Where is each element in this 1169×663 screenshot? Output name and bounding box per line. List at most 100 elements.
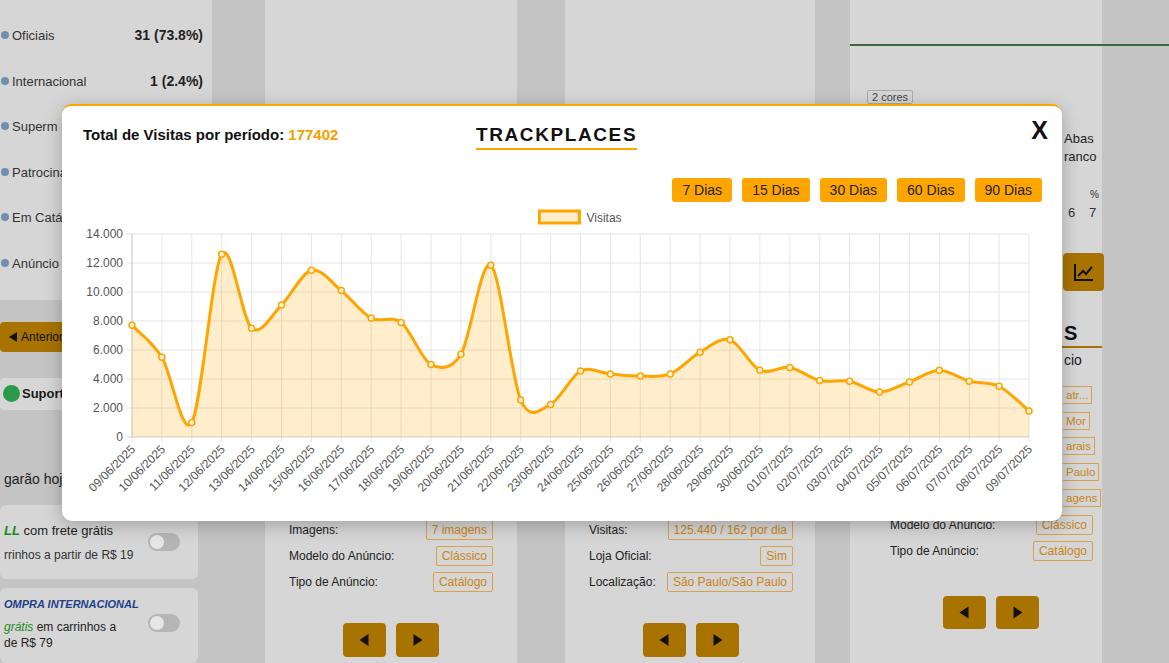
tag: agens [1063, 489, 1101, 507]
sidebar-value: 1 (2.4%) [150, 73, 203, 89]
point [637, 373, 643, 379]
support-label: Suport [22, 386, 64, 401]
field-label: Localização: [589, 575, 656, 589]
arrow-icon [696, 623, 739, 657]
point [219, 251, 225, 257]
chart-button[interactable] [1063, 253, 1104, 291]
tag: Paulo [1063, 463, 1099, 481]
period-buttons: 7 Dias 15 Dias 30 Dias 60 Dias 90 Dias [672, 178, 1042, 202]
field-value: Catálogo [433, 572, 493, 592]
y-tick-label: 6.000 [93, 343, 123, 357]
brand-logo: TRACKPLACES [476, 124, 637, 150]
chart: 02.0004.0006.0008.00010.00012.00014.0000… [62, 106, 1062, 521]
period-button[interactable]: 15 Dias [742, 178, 809, 202]
card-heading: S [1064, 322, 1077, 345]
y-grid-line [127, 321, 1029, 322]
nav-button[interactable] [643, 623, 686, 657]
card-subheading: cio [1064, 352, 1082, 368]
arrow-icon [643, 623, 686, 657]
sidebar-label: Anúncio [12, 256, 59, 271]
arrow [714, 634, 723, 646]
sidebar-icon [1, 31, 9, 39]
period-button[interactable]: 60 Dias [897, 178, 964, 202]
nav-button[interactable] [943, 596, 986, 629]
field-label: Loja Oficial: [589, 549, 652, 563]
toggle[interactable] [148, 614, 180, 632]
heading-underline [1062, 346, 1102, 348]
arrow [9, 332, 17, 342]
free-shipping-detail: rrinhos a partir de R$ 19 [4, 548, 133, 562]
field-label: Tipo de Anúncio: [289, 575, 378, 589]
tag: arais [1063, 437, 1095, 455]
point [906, 379, 912, 385]
period-button[interactable]: 7 Dias [672, 178, 732, 202]
sidebar-value: 31 (73.8%) [135, 27, 203, 43]
stat-value: 6 [1068, 205, 1075, 220]
icon-line [1078, 267, 1092, 276]
color-tag: 2 cores [867, 90, 913, 104]
title-text: Total de Visitas por período: [83, 126, 284, 143]
delivery-label: garão hoje [4, 471, 70, 487]
point [249, 325, 255, 331]
point [308, 267, 314, 273]
y-grid-line [127, 234, 1029, 235]
icon-axis [1075, 264, 1093, 280]
sidebar-icon [1, 168, 9, 176]
arrow-icon [343, 623, 386, 657]
international-detail: de R$ 79 [4, 636, 53, 650]
arrow [414, 634, 423, 646]
point [458, 351, 464, 357]
markers [129, 251, 1032, 425]
point [817, 377, 823, 383]
modal-title: Total de Visitas por período: 177402 [83, 126, 338, 143]
point [398, 319, 404, 325]
field-label: Imagens: [289, 523, 338, 537]
period-button[interactable]: 90 Dias [975, 178, 1042, 202]
y-grid-line [127, 263, 1029, 264]
field-value: Catálogo [1033, 541, 1093, 561]
y-tick-label: 2.000 [93, 401, 123, 415]
point [697, 349, 703, 355]
point [757, 367, 763, 373]
field-value: Sim [760, 546, 793, 566]
field-label: Visitas: [589, 523, 627, 537]
international-panel: OMPRA INTERNACIONALgrátis em carrinhos a… [0, 588, 198, 663]
point [338, 288, 344, 294]
arrow-icon [7, 331, 19, 343]
card-title: Abas [1064, 131, 1094, 146]
point [368, 315, 374, 321]
point [129, 322, 135, 328]
nav-button[interactable] [343, 623, 386, 657]
tag: atr... [1063, 386, 1092, 404]
legend-swatch [539, 211, 579, 223]
nav-button[interactable] [696, 623, 739, 657]
period-button[interactable]: 30 Dias [820, 178, 887, 202]
sidebar-label: Superm [12, 119, 58, 134]
sidebar-icon [1, 259, 9, 267]
y-tick-label: 4.000 [93, 372, 123, 386]
toggle[interactable] [148, 533, 180, 551]
nav-button[interactable] [396, 623, 439, 657]
close-button[interactable]: X [1031, 116, 1048, 145]
arrow-icon [396, 623, 439, 657]
legend: Visitas [539, 211, 621, 225]
point [578, 368, 584, 374]
tag: Mor [1063, 412, 1090, 430]
arrow-icon [996, 596, 1039, 629]
international-title: OMPRA INTERNACIONAL [4, 598, 139, 610]
arrow [960, 607, 969, 619]
sidebar-icon [1, 122, 9, 130]
arrow-icon [943, 596, 986, 629]
area [132, 252, 1029, 437]
y-tick-label: 0 [116, 430, 123, 444]
point [488, 262, 494, 268]
line [132, 252, 1029, 425]
nav-button[interactable] [996, 596, 1039, 629]
y-tick-label: 12.000 [86, 256, 123, 270]
previous-label: Anterior [21, 330, 63, 344]
field-value: 125.440 / 162 por dia [668, 520, 793, 540]
x-grid-line [191, 234, 192, 442]
field-label: Tipo de Anúncio: [890, 544, 979, 558]
point [667, 371, 673, 377]
sidebar-label: Oficiais [12, 28, 55, 43]
